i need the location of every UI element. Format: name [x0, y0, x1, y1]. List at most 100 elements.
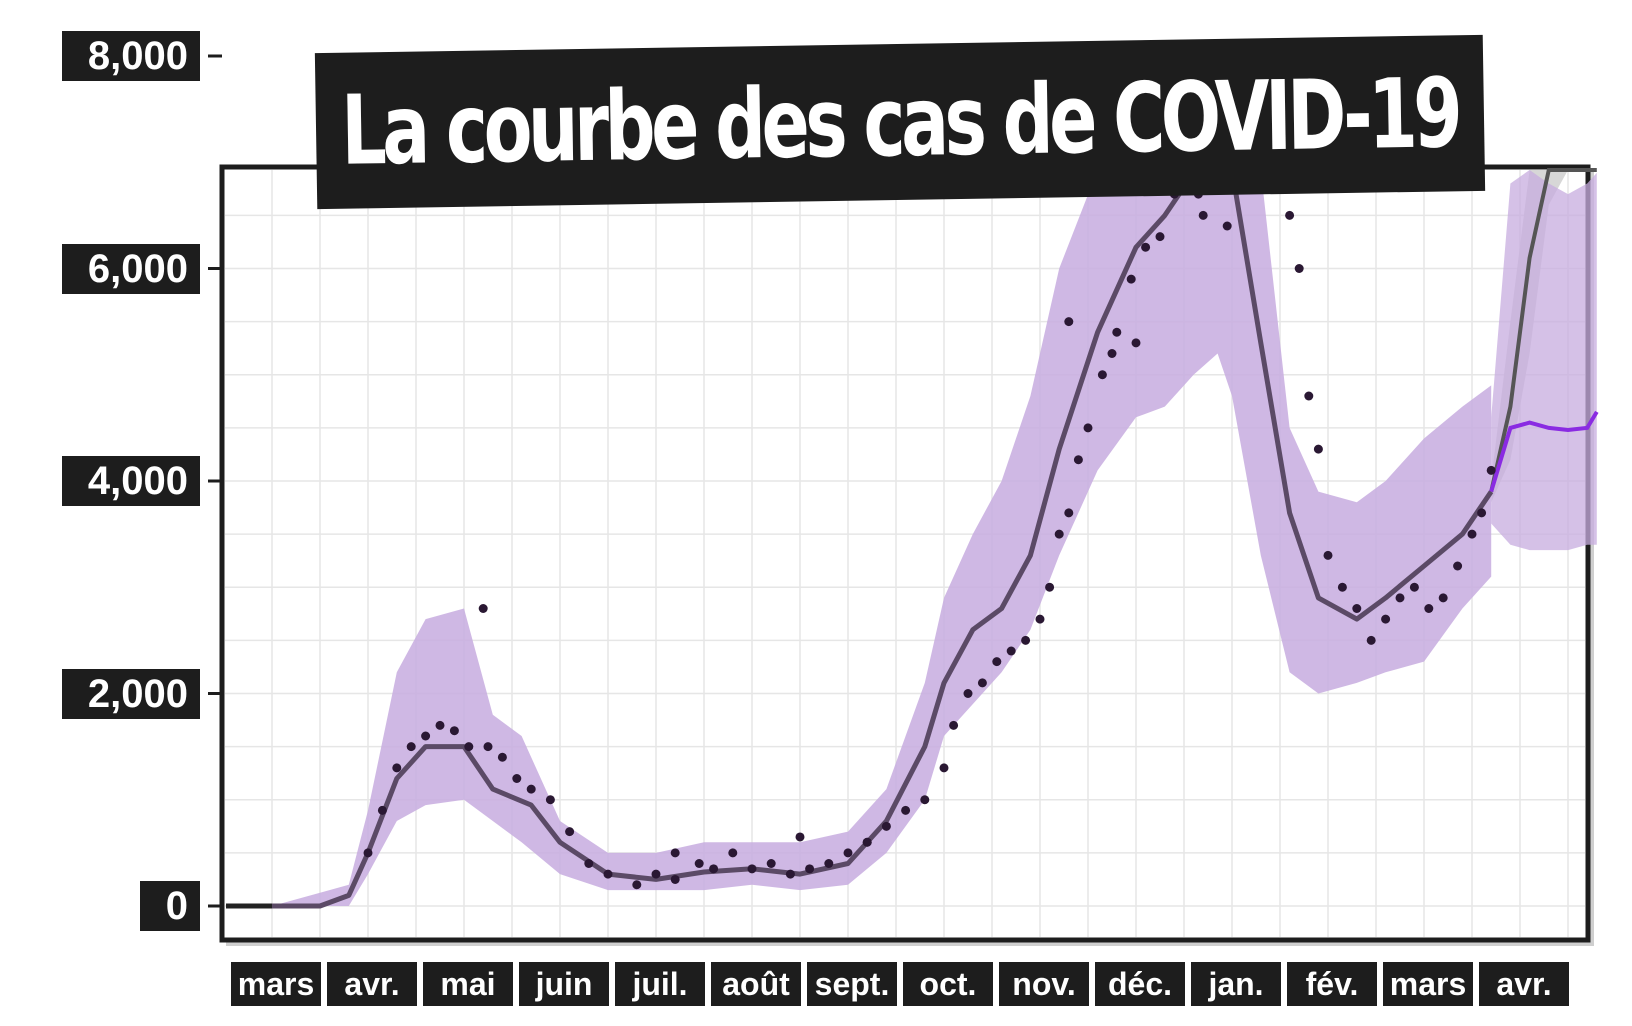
data-point [1294, 264, 1304, 273]
data-point [843, 848, 853, 858]
data-point [1285, 210, 1295, 220]
data-point [1424, 604, 1434, 613]
projection-line [1489, 168, 1597, 493]
x-tick-label: oct. [903, 962, 993, 1006]
data-point [478, 604, 488, 613]
data-point [1035, 614, 1045, 624]
data-point [785, 869, 795, 879]
data-point [1222, 221, 1232, 231]
data-point [406, 742, 416, 752]
data-point [670, 874, 680, 884]
data-point [1045, 582, 1055, 592]
data-point [512, 774, 522, 783]
data-point [1304, 391, 1314, 401]
data-point [1073, 455, 1083, 465]
uncertainty-band [272, 170, 1492, 906]
x-tick-label: juil. [615, 962, 705, 1006]
x-tick-label: avr. [1479, 962, 1569, 1006]
data-point [1352, 604, 1362, 613]
data-point [1097, 370, 1107, 380]
data-point [497, 752, 507, 762]
x-tick-label: mars [1383, 962, 1473, 1006]
data-point [1141, 242, 1151, 252]
data-point [1198, 210, 1208, 220]
data-point [421, 731, 431, 741]
data-point [603, 869, 613, 879]
data-point [1337, 582, 1347, 592]
data-point [1006, 646, 1016, 656]
x-tick-label: mai [423, 962, 513, 1006]
y-tick-label: 6,000 [62, 243, 200, 294]
alt-projection-line [1489, 410, 1599, 493]
data-point [1313, 444, 1323, 454]
title-banner: La courbe des cas de COVID-19 [314, 34, 1486, 210]
data-point [901, 805, 911, 815]
data-point [709, 864, 719, 874]
data-point [584, 859, 594, 868]
data-point [1409, 582, 1419, 592]
data-point [1021, 635, 1031, 645]
data-point [1131, 338, 1141, 348]
data-point [1126, 274, 1136, 284]
data-point [939, 763, 949, 773]
data-point [1323, 550, 1333, 560]
data-point [1438, 593, 1448, 603]
tick-marks [208, 54, 222, 908]
data-point [1107, 349, 1117, 358]
data-point [1083, 423, 1093, 433]
x-tick-label: avr. [327, 962, 417, 1006]
data-point [1486, 465, 1496, 475]
x-tick-label: juin [519, 962, 609, 1006]
data-point [1155, 232, 1165, 242]
data-point [920, 795, 930, 805]
data-point [435, 720, 445, 730]
data-point [963, 689, 973, 698]
data-point [464, 742, 474, 752]
data-point [824, 859, 834, 868]
data-point [766, 859, 776, 868]
chart-title: La courbe des cas de COVID-19 [340, 57, 1460, 187]
x-tick-label: nov. [999, 962, 1089, 1006]
data-point [377, 805, 387, 815]
data-point [1064, 508, 1074, 518]
data-point [728, 848, 738, 858]
x-tick-label: mars [231, 962, 321, 1006]
data-point [862, 837, 872, 847]
y-tick-label: 2,000 [62, 668, 200, 719]
data-point [1477, 508, 1487, 518]
data-point [670, 848, 680, 858]
y-tick-label: 8,000 [62, 31, 200, 81]
data-point [363, 848, 373, 858]
data-point [1112, 327, 1122, 337]
x-tick-label: août [711, 962, 801, 1006]
x-tick-label: sept. [807, 962, 897, 1006]
data-point [805, 864, 815, 874]
data-point [1064, 317, 1074, 327]
data-point [449, 726, 459, 736]
data-point [1366, 635, 1376, 645]
data-point [747, 864, 757, 874]
data-point [565, 827, 575, 837]
alt-projection-band [1491, 170, 1597, 551]
data-point [1054, 529, 1064, 539]
y-tick-label: 4,000 [62, 456, 200, 506]
data-point [881, 821, 891, 831]
data-point [795, 832, 805, 842]
data-point [392, 763, 402, 773]
data-point [483, 742, 493, 752]
data-point [526, 784, 536, 794]
data-point [949, 720, 959, 730]
y-tick-label: 0 [140, 881, 200, 931]
data-point [977, 678, 987, 688]
data-point [694, 859, 704, 868]
x-tick-label: jan. [1191, 962, 1281, 1006]
data-point [1467, 529, 1477, 539]
x-tick-label: fév. [1287, 962, 1377, 1006]
x-tick-label: déc. [1095, 962, 1185, 1006]
data-point [1395, 593, 1405, 603]
data-point [1381, 614, 1391, 624]
data-point [651, 869, 661, 879]
trend-line [272, 167, 1494, 909]
data-point [992, 657, 1002, 667]
